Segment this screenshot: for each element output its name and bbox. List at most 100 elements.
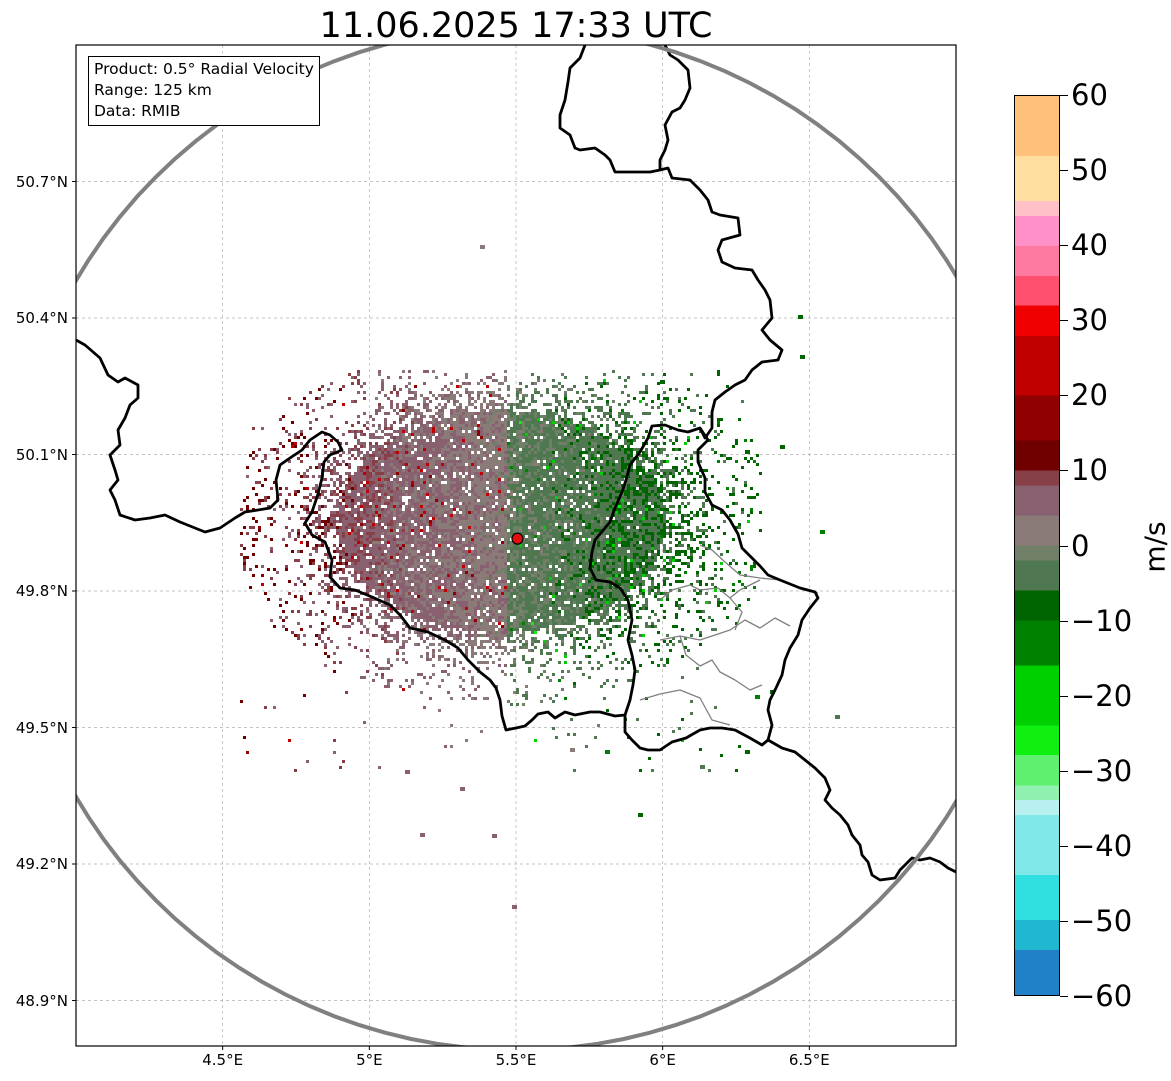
echo-pixel xyxy=(345,520,348,523)
echo-pixel xyxy=(498,439,501,442)
echo-pixel xyxy=(537,499,540,502)
echo-pixel xyxy=(639,520,642,523)
echo-pixel xyxy=(375,493,378,496)
echo-pixel xyxy=(282,427,285,430)
echo-pixel xyxy=(405,451,408,454)
echo-pixel xyxy=(456,481,459,484)
echo-pixel xyxy=(501,445,504,448)
echo-pixel xyxy=(384,418,387,421)
echo-pixel xyxy=(639,496,642,499)
echo-pixel xyxy=(621,529,624,532)
echo-pixel xyxy=(612,538,615,541)
echo-pixel xyxy=(456,475,459,478)
echo-pixel xyxy=(471,421,474,424)
echo-pixel xyxy=(537,529,540,532)
echo-pixel xyxy=(603,496,606,499)
echo-pixel xyxy=(432,487,435,490)
echo-pixel xyxy=(321,541,324,544)
echo-pixel xyxy=(450,490,453,493)
echo-pixel xyxy=(717,418,720,421)
echo-pixel xyxy=(312,445,315,448)
echo-pixel xyxy=(669,541,672,544)
echo-pixel xyxy=(477,433,480,436)
echo-pixel xyxy=(372,424,375,427)
echo-pixel xyxy=(465,514,468,517)
echo-pixel xyxy=(513,424,516,427)
echo-pixel xyxy=(408,517,411,520)
echo-pixel xyxy=(390,532,393,535)
echo-pixel xyxy=(417,499,420,502)
echo-pixel xyxy=(450,517,453,520)
echo-pixel xyxy=(555,535,558,538)
echo-pixel xyxy=(525,523,528,526)
echo-pixel xyxy=(492,460,495,463)
echo-pixel xyxy=(351,508,354,511)
echo-pixel xyxy=(402,490,405,493)
echo-pixel xyxy=(492,445,495,448)
echo-pixel xyxy=(492,490,495,493)
echo-pixel xyxy=(483,451,486,454)
echo-pixel xyxy=(375,502,378,505)
echo-pixel xyxy=(675,469,678,472)
echo-pixel xyxy=(462,439,465,442)
echo-pixel xyxy=(474,523,477,526)
echo-pixel xyxy=(342,499,345,502)
echo-pixel xyxy=(606,478,609,481)
echo-pixel xyxy=(651,538,654,541)
echo-pixel xyxy=(429,433,432,436)
echo-pixel xyxy=(483,463,486,466)
echo-pixel xyxy=(582,481,585,484)
echo-pixel xyxy=(441,538,444,541)
echo-pixel xyxy=(408,526,411,529)
echo-pixel xyxy=(468,544,471,547)
echo-pixel xyxy=(612,532,615,535)
echo-pixel xyxy=(522,478,525,481)
echo-pixel xyxy=(348,514,351,517)
echo-pixel xyxy=(612,454,615,457)
echo-pixel xyxy=(399,469,402,472)
echo-pixel xyxy=(321,532,324,535)
echo-pixel xyxy=(615,526,618,529)
echo-pixel xyxy=(435,460,438,463)
echo-pixel xyxy=(387,445,390,448)
echo-pixel xyxy=(576,466,579,469)
echo-pixel xyxy=(501,487,504,490)
echo-pixel xyxy=(297,535,300,538)
echo-pixel xyxy=(642,493,645,496)
echo-pixel xyxy=(351,520,354,523)
echo-pixel xyxy=(459,544,462,547)
echo-pixel xyxy=(618,457,621,460)
echo-pixel xyxy=(567,538,570,541)
echo-pixel xyxy=(519,415,522,418)
echo-pixel xyxy=(492,406,495,409)
echo-pixel xyxy=(351,454,354,457)
echo-pixel xyxy=(549,448,552,451)
echo-pixel xyxy=(507,508,510,511)
echo-pixel xyxy=(744,439,747,442)
echo-pixel xyxy=(402,370,405,373)
echo-pixel xyxy=(393,421,396,424)
echo-pixel xyxy=(549,427,552,430)
echo-pixel xyxy=(657,505,660,508)
echo-pixel xyxy=(438,448,441,451)
echo-pixel xyxy=(495,448,498,451)
echo-pixel xyxy=(381,481,384,484)
echo-pixel xyxy=(558,439,561,442)
echo-pixel xyxy=(474,412,477,415)
echo-pixel xyxy=(534,532,537,535)
echo-pixel xyxy=(693,478,696,481)
echo-pixel xyxy=(540,442,543,445)
echo-pixel xyxy=(537,427,540,430)
echo-pixel xyxy=(492,409,495,412)
echo-pixel xyxy=(453,520,456,523)
echo-pixel xyxy=(318,520,321,523)
echo-pixel xyxy=(414,478,417,481)
echo-pixel xyxy=(444,433,447,436)
echo-pixel xyxy=(546,490,549,493)
echo-pixel xyxy=(567,406,570,409)
echo-pixel xyxy=(501,514,504,517)
echo-pixel xyxy=(465,523,468,526)
echo-pixel xyxy=(372,445,375,448)
echo-pixel xyxy=(498,505,501,508)
echo-pixel xyxy=(600,406,603,409)
